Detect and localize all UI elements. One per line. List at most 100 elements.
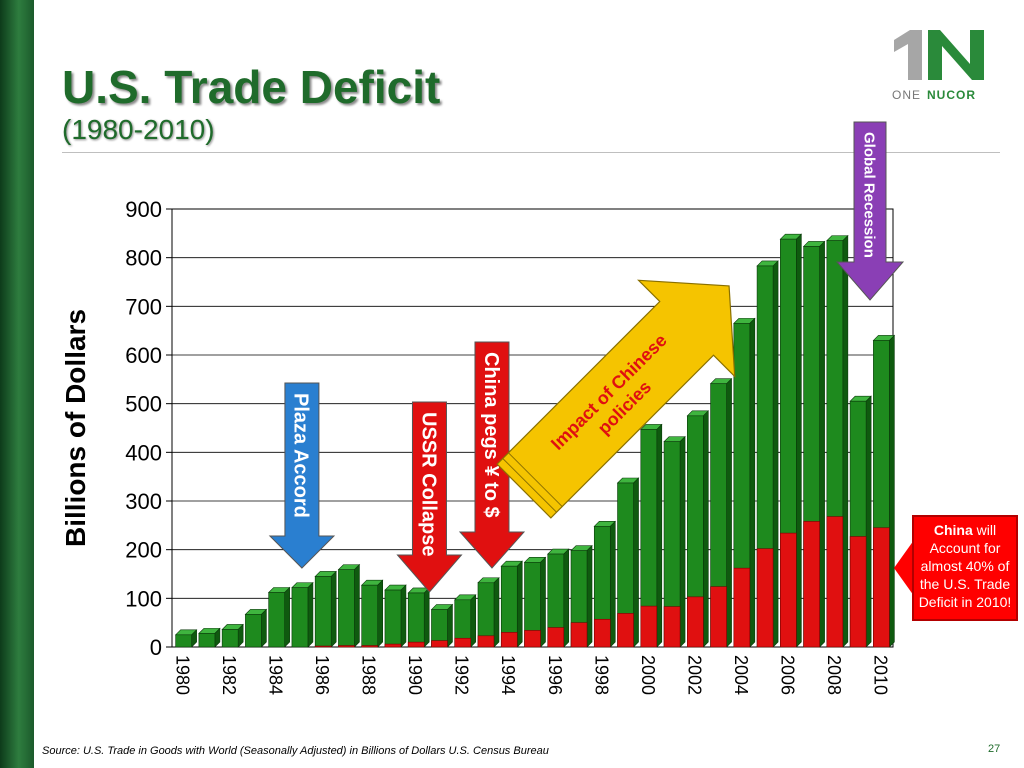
y-tick-label: 700 [125, 294, 162, 319]
bar-china-deficit [780, 532, 797, 648]
x-tick-label: 1980 [173, 655, 193, 695]
bar-total-deficit [268, 592, 285, 648]
bar-total-deficit [314, 576, 332, 648]
bar-total-deficit [245, 614, 262, 648]
bar-side [540, 556, 546, 648]
bar-side [749, 317, 756, 648]
bar-side [516, 560, 523, 648]
bar-china-deficit [547, 627, 565, 648]
x-tick-label: 1998 [591, 655, 611, 695]
x-tick-label: 2000 [638, 655, 658, 695]
bar-side [563, 548, 570, 648]
bar-side [842, 234, 849, 648]
x-tick-label: 2004 [731, 655, 751, 695]
callout-pointer [894, 540, 914, 596]
bar-china-deficit [640, 605, 658, 648]
bar-side [609, 520, 616, 648]
bar-china-deficit [454, 637, 472, 648]
bar-side [470, 594, 477, 648]
global-recession-arrow-label: Global Recession [861, 132, 878, 258]
page-title: U.S. Trade Deficit [62, 61, 441, 113]
title-divider [62, 152, 1000, 153]
bar-side [726, 377, 732, 648]
ussr-collapse-arrow-label: USSR Collapse [417, 412, 439, 556]
china-pegs-yuan-arrow-label: China pegs ¥ to $ [480, 352, 502, 518]
bar-china-deficit [477, 635, 495, 648]
bar-china-deficit [873, 527, 890, 648]
plaza-accord-arrow: Plaza Accord [268, 382, 336, 569]
bar-china-deficit [407, 641, 425, 648]
bar-china-deficit [593, 618, 611, 648]
bar-china-deficit [431, 640, 448, 648]
y-tick-label: 300 [125, 489, 162, 514]
x-tick-label: 2006 [777, 655, 797, 695]
bar-side [633, 477, 639, 648]
global-recession-arrow: Global Recession [835, 121, 905, 301]
bar-total-deficit [221, 629, 239, 648]
bar-china-deficit [663, 606, 681, 648]
china-callout: China will Account for almost 40% of the… [912, 515, 1018, 621]
bar-side [796, 233, 802, 648]
x-tick-label: 1982 [219, 655, 239, 695]
bar-total-deficit [198, 633, 216, 648]
x-tick-label: 2010 [870, 655, 890, 695]
bar-side [865, 395, 872, 648]
bar-side [377, 579, 383, 648]
y-tick-label: 800 [125, 246, 162, 271]
x-tick-label: 1986 [312, 655, 332, 695]
bar-china-deficit [849, 536, 867, 648]
bar-china-deficit [570, 622, 588, 648]
x-tick-label: 1984 [266, 655, 286, 695]
bar-china-deficit [826, 516, 844, 648]
x-tick-label: 1992 [452, 655, 472, 695]
x-tick-label: 1994 [498, 655, 518, 695]
y-tick-label: 0 [150, 635, 162, 660]
bar-side [284, 586, 290, 648]
side-accent-bar [0, 0, 34, 768]
bar-side [330, 570, 337, 648]
logo-wordmark: ONE NUCOR [892, 88, 977, 102]
page-subtitle: (1980-2010) [62, 114, 215, 145]
x-tick-label: 1988 [359, 655, 379, 695]
bar-china-deficit [803, 521, 820, 648]
x-tick-label: 1990 [405, 655, 425, 695]
bar-china-deficit [384, 643, 402, 648]
bar-china-deficit [338, 645, 355, 648]
bar-china-deficit [524, 630, 541, 648]
bar-side [493, 577, 500, 648]
bar-side [307, 581, 314, 648]
bar-side [889, 334, 895, 648]
bar-china-deficit [687, 596, 704, 648]
y-tick-label: 600 [125, 343, 162, 368]
bar-side [703, 410, 709, 648]
one-nucor-logo [894, 30, 984, 80]
ussr-collapse-arrow: USSR Collapse [396, 401, 463, 593]
china-pegs-yuan-arrow: China pegs ¥ to $ [458, 341, 526, 569]
plaza-accord-arrow-label: Plaza Accord [290, 393, 312, 518]
y-tick-label: 100 [125, 586, 162, 611]
bar-china-deficit [756, 548, 774, 648]
y-tick-label: 200 [125, 538, 162, 563]
bar-side [423, 587, 430, 648]
bar-total-deficit [361, 584, 378, 648]
bar-side [354, 563, 360, 648]
bar-total-deficit [291, 587, 309, 648]
bar-side [400, 584, 407, 648]
y-tick-label: 900 [125, 197, 162, 222]
bar-total-deficit [407, 592, 425, 648]
bar-side [819, 240, 825, 648]
bar-total-deficit [175, 634, 192, 648]
bar-total-deficit [338, 569, 355, 648]
page-number: 27 [988, 743, 1001, 755]
bar-side [586, 544, 593, 648]
bar-china-deficit [361, 645, 378, 648]
x-tick-label: 2002 [684, 655, 704, 695]
bar-total-deficit [384, 589, 402, 648]
y-tick-label: 500 [125, 392, 162, 417]
bar-china-deficit [733, 567, 751, 648]
source-note: Source: U.S. Trade in Goods with World (… [42, 745, 549, 757]
y-tick-label: 400 [125, 440, 162, 465]
bar-china-deficit [500, 632, 518, 648]
bar-side [679, 435, 686, 648]
